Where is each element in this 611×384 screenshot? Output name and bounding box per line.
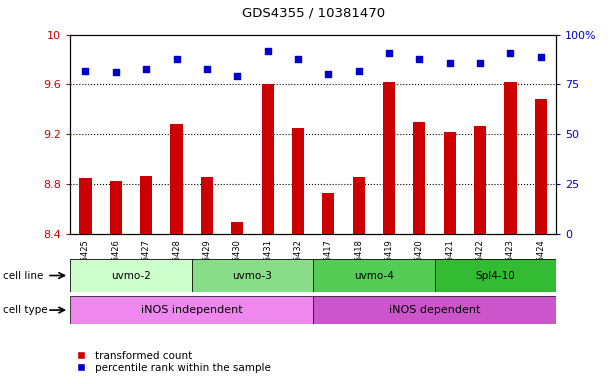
Point: [202, 65, 212, 71]
Point: [445, 60, 455, 66]
Bar: [313, 259, 434, 292]
Bar: [292, 128, 304, 234]
Bar: [140, 175, 152, 234]
Text: uvmo-2: uvmo-2: [111, 270, 151, 281]
Point: [111, 70, 121, 76]
Point: [81, 68, 90, 74]
Bar: [474, 126, 486, 234]
Bar: [170, 124, 183, 234]
Bar: [70, 296, 313, 324]
Point: [141, 65, 151, 71]
Point: [384, 50, 394, 56]
Text: uvmo-3: uvmo-3: [232, 270, 273, 281]
Bar: [444, 132, 456, 234]
Bar: [505, 82, 516, 234]
Bar: [313, 296, 556, 324]
Point: [354, 68, 364, 74]
Bar: [262, 84, 274, 234]
Text: Spl4-10: Spl4-10: [475, 270, 515, 281]
Text: cell line: cell line: [3, 270, 43, 281]
Bar: [383, 82, 395, 234]
Point: [323, 71, 333, 78]
Text: iNOS dependent: iNOS dependent: [389, 305, 480, 315]
Bar: [353, 177, 365, 234]
Bar: [79, 178, 92, 234]
Point: [505, 50, 515, 56]
Bar: [535, 99, 547, 234]
Bar: [231, 222, 243, 234]
Point: [172, 55, 181, 61]
Bar: [192, 259, 313, 292]
Bar: [322, 193, 334, 234]
Text: uvmo-4: uvmo-4: [354, 270, 394, 281]
Bar: [110, 180, 122, 234]
Point: [293, 55, 303, 61]
Text: cell type: cell type: [3, 305, 48, 315]
Bar: [434, 259, 556, 292]
Text: iNOS independent: iNOS independent: [141, 305, 243, 315]
Point: [414, 55, 424, 61]
Bar: [70, 259, 192, 292]
Point: [475, 60, 485, 66]
Legend: transformed count, percentile rank within the sample: transformed count, percentile rank withi…: [67, 346, 276, 377]
Bar: [201, 177, 213, 234]
Point: [536, 53, 546, 60]
Text: GDS4355 / 10381470: GDS4355 / 10381470: [241, 6, 385, 19]
Bar: [413, 122, 425, 234]
Point: [263, 48, 273, 54]
Point: [232, 73, 242, 79]
